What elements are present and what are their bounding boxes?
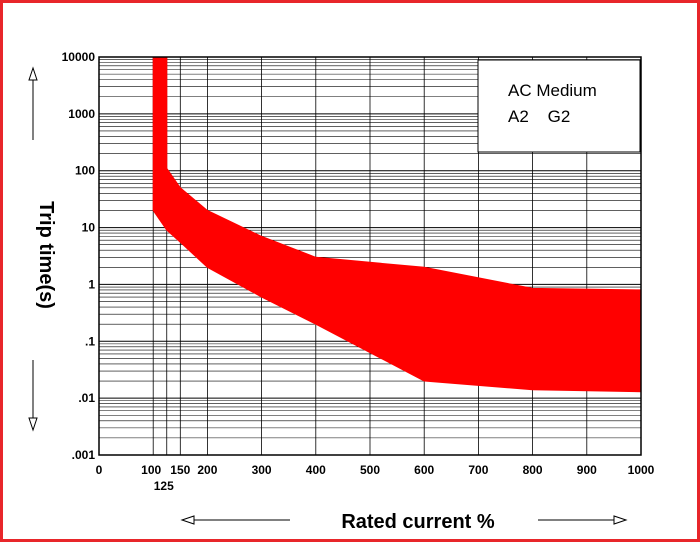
y-tick-label: .01	[78, 391, 95, 405]
y-tick-labels: .001 .01 .1 1 10 100 1000 10000	[62, 50, 96, 462]
x-tick-label: 700	[468, 463, 488, 477]
x-tick-label: 800	[523, 463, 543, 477]
y-axis-down-arrow	[28, 360, 38, 432]
x-tick-label: 300	[252, 463, 272, 477]
y-tick-label: 10	[82, 221, 96, 235]
x-tick-label: 0	[96, 463, 103, 477]
y-tick-label: 10000	[62, 50, 96, 64]
x-tick-label: 100	[141, 463, 161, 477]
y-axis-up-arrow	[28, 66, 38, 140]
legend-line-2: A2 G2	[508, 107, 570, 126]
x-tick-label: 150	[170, 463, 190, 477]
y-axis-title: Trip time(s)	[35, 201, 57, 309]
legend-box	[477, 59, 641, 153]
y-tick-label: 1	[88, 277, 95, 291]
x-tick-label: 125	[154, 479, 174, 493]
x-tick-label: 900	[577, 463, 597, 477]
x-axis-right-arrow	[538, 515, 628, 525]
x-tick-label: 400	[306, 463, 326, 477]
y-tick-label: .001	[72, 448, 96, 462]
x-tick-label: 1000	[628, 463, 655, 477]
legend-line-1: AC Medium	[508, 81, 597, 100]
y-tick-label: 1000	[68, 107, 95, 121]
x-tick-label: 200	[197, 463, 217, 477]
y-tick-label: 100	[75, 164, 95, 178]
x-tick-label: 600	[414, 463, 434, 477]
x-tick-label: 500	[360, 463, 380, 477]
x-axis-title: Rated current %	[341, 511, 495, 533]
plot-border	[98, 56, 642, 456]
y-tick-label: .1	[85, 334, 95, 348]
x-axis-left-arrow	[180, 515, 290, 525]
x-tick-labels: 0 100 125 150 200 300 400 500 600 700 800 900 1000	[96, 463, 655, 493]
